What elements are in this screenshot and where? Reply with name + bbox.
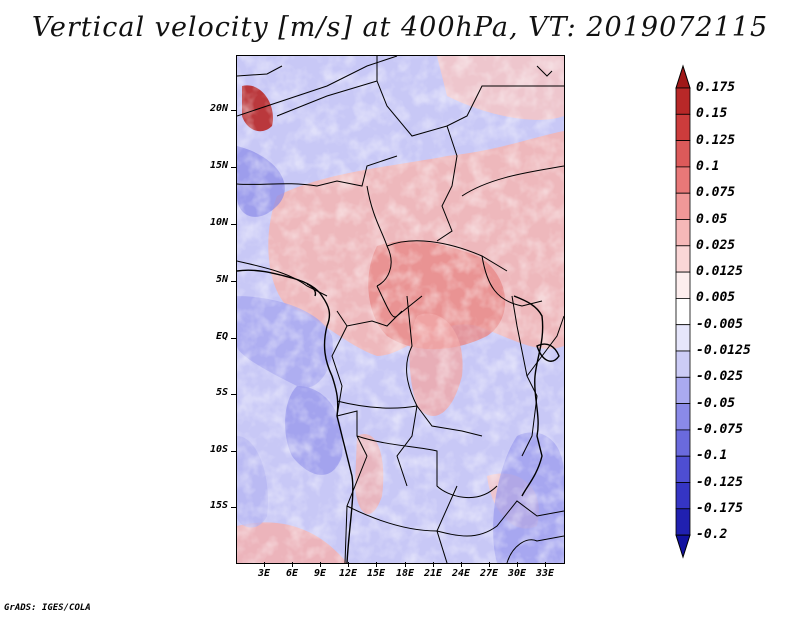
- colorbar-label: -0.2: [696, 527, 728, 543]
- colorbar-bin: [675, 219, 691, 247]
- longitude-tick: [433, 562, 434, 567]
- colorbar-label: 0.005: [696, 290, 736, 306]
- colorbar-label: 0.075: [696, 185, 736, 201]
- latitude-tick: [231, 110, 236, 111]
- longitude-tick: [517, 562, 518, 567]
- latitude-tick-label: EQ: [215, 331, 228, 342]
- colorbar-label: -0.005: [696, 316, 743, 332]
- longitude-tick: [545, 562, 546, 567]
- colorbar-label: -0.125: [696, 474, 743, 490]
- colorbar-label: 0.125: [696, 132, 736, 148]
- latitude-tick: [231, 394, 236, 395]
- colorbar-top-arrow: [675, 64, 691, 89]
- colorbar-bin: [675, 271, 691, 299]
- longitude-tick: [489, 562, 490, 567]
- colorbar-bin: [675, 350, 691, 378]
- colorbar-label: -0.05: [696, 395, 736, 411]
- colorbar-bin: [675, 403, 691, 431]
- longitude-tick-label: 12E: [338, 568, 358, 579]
- longitude-tick: [264, 562, 265, 567]
- colorbar-label: 0.15: [696, 106, 728, 122]
- latitude-tick-label: 5N: [215, 274, 228, 285]
- longitude-tick: [292, 562, 293, 567]
- colorbar-bin: [675, 297, 691, 326]
- latitude-tick-label: 15N: [209, 160, 228, 171]
- longitude-tick-label: 3E: [257, 568, 271, 579]
- colorbar-bin: [675, 166, 691, 194]
- longitude-tick: [461, 562, 462, 567]
- colorbar-label: 0.175: [696, 80, 736, 95]
- latitude-tick: [231, 451, 236, 452]
- coastlines: [237, 269, 560, 563]
- colorbar-bin: [675, 192, 691, 220]
- colorbar-label: 0.0125: [696, 264, 743, 280]
- latitude-tick-label: 10S: [209, 444, 228, 455]
- longitude-tick-label: 21E: [423, 568, 443, 579]
- colorbar-label: -0.175: [696, 500, 743, 516]
- longitude-tick-label: 27E: [479, 568, 499, 579]
- colorbar-label: 0.1: [696, 158, 720, 174]
- colorbar-label: -0.025: [696, 369, 743, 385]
- colorbar-label: 0.05: [696, 211, 728, 227]
- longitude-tick-label: 24E: [451, 568, 471, 579]
- colorbar-bin: [675, 482, 691, 510]
- colorbar-label: -0.075: [696, 421, 743, 437]
- longitude-tick: [348, 562, 349, 567]
- latitude-tick: [231, 167, 236, 168]
- colorbar-bin: [675, 245, 691, 273]
- colorbar-bin: [675, 508, 691, 536]
- colorbar-bin: [675, 113, 691, 142]
- latitude-tick-label: 10N: [209, 217, 228, 228]
- latitude-tick-label: 15S: [209, 500, 228, 511]
- colorbar-bin: [675, 455, 691, 483]
- longitude-tick-label: 9E: [313, 568, 327, 579]
- longitude-tick: [320, 562, 321, 567]
- colorbar-label: 0.025: [696, 237, 736, 253]
- latitude-tick-label: 20N: [209, 103, 228, 114]
- colorbar-label: -0.0125: [696, 343, 751, 358]
- latitude-tick: [231, 338, 236, 339]
- longitude-tick-label: 15E: [366, 568, 386, 579]
- latitude-tick: [231, 224, 236, 225]
- colorbar-bin: [675, 324, 691, 352]
- longitude-tick-label: 18E: [395, 568, 415, 579]
- chart-title: Vertical velocity [m/s] at 400hPa, VT: 2…: [31, 12, 769, 43]
- longitude-tick-label: 6E: [285, 568, 299, 579]
- colorbar-label: -0.1: [696, 448, 728, 464]
- colorbar-bottom-arrow: [675, 534, 691, 559]
- latitude-tick: [231, 507, 236, 508]
- latitude-tick-label: 5S: [215, 387, 228, 398]
- colorbar-bin: [675, 87, 691, 115]
- longitude-tick-label: 33E: [535, 568, 555, 579]
- colorbar-bin: [675, 376, 691, 404]
- longitude-tick: [376, 562, 377, 567]
- longitude-tick-label: 30E: [507, 568, 527, 579]
- latitude-tick: [231, 281, 236, 282]
- map-plot-area: [236, 55, 565, 564]
- longitude-tick: [405, 562, 406, 567]
- grads-credit: GrADS: IGES/COLA: [4, 603, 91, 613]
- colorbar-bin: [675, 140, 691, 168]
- colorbar-bin: [675, 429, 691, 457]
- velocity-field-map: [237, 56, 564, 563]
